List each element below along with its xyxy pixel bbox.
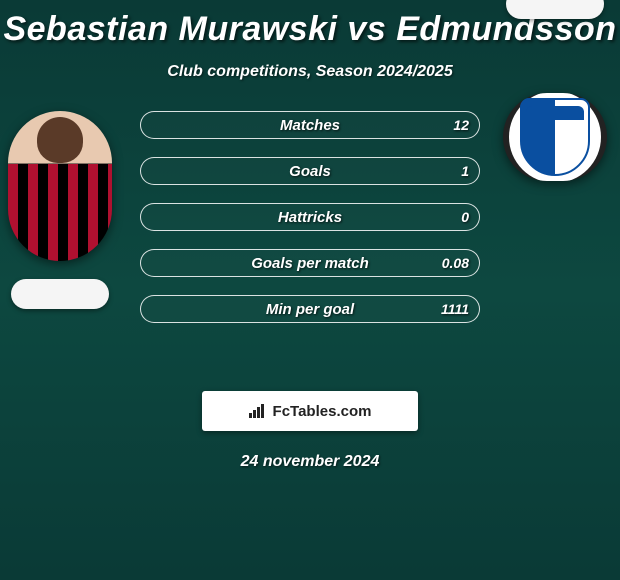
stat-row-matches: Matches 12	[140, 111, 480, 139]
stat-label: Hattricks	[278, 209, 342, 226]
player-right-block	[500, 111, 610, 181]
brand-badge[interactable]: FcTables.com	[202, 391, 418, 431]
player-left-block	[5, 111, 115, 309]
stat-right-value: 1111	[441, 301, 469, 317]
stat-label: Matches	[280, 117, 340, 134]
player-left-flag-pill	[11, 279, 109, 309]
brand-text: FcTables.com	[273, 403, 372, 420]
stat-row-goals-per-match: Goals per match 0.08	[140, 249, 480, 277]
player-right-flag-pill	[506, 0, 604, 19]
stat-label: Goals	[289, 163, 331, 180]
player-left-avatar	[8, 111, 112, 261]
footer-date: 24 november 2024	[0, 453, 620, 471]
stat-right-value: 0	[461, 209, 469, 225]
stat-label: Goals per match	[251, 255, 369, 272]
stat-right-value: 1	[461, 163, 469, 179]
stat-right-value: 12	[453, 117, 469, 133]
comparison-area: Matches 12 Goals 1 Hattricks 0 Goals per…	[0, 111, 620, 371]
stat-row-goals: Goals 1	[140, 157, 480, 185]
stat-right-value: 0.08	[442, 255, 469, 271]
stats-column: Matches 12 Goals 1 Hattricks 0 Goals per…	[140, 111, 480, 341]
club-crest	[509, 93, 601, 181]
stat-row-min-per-goal: Min per goal 1111	[140, 295, 480, 323]
page-subtitle: Club competitions, Season 2024/2025	[0, 63, 620, 81]
club-crest-shield	[520, 98, 590, 176]
player-right-avatar	[503, 93, 607, 181]
bar-chart-icon	[249, 404, 267, 418]
stat-label: Min per goal	[266, 301, 354, 318]
stat-row-hattricks: Hattricks 0	[140, 203, 480, 231]
